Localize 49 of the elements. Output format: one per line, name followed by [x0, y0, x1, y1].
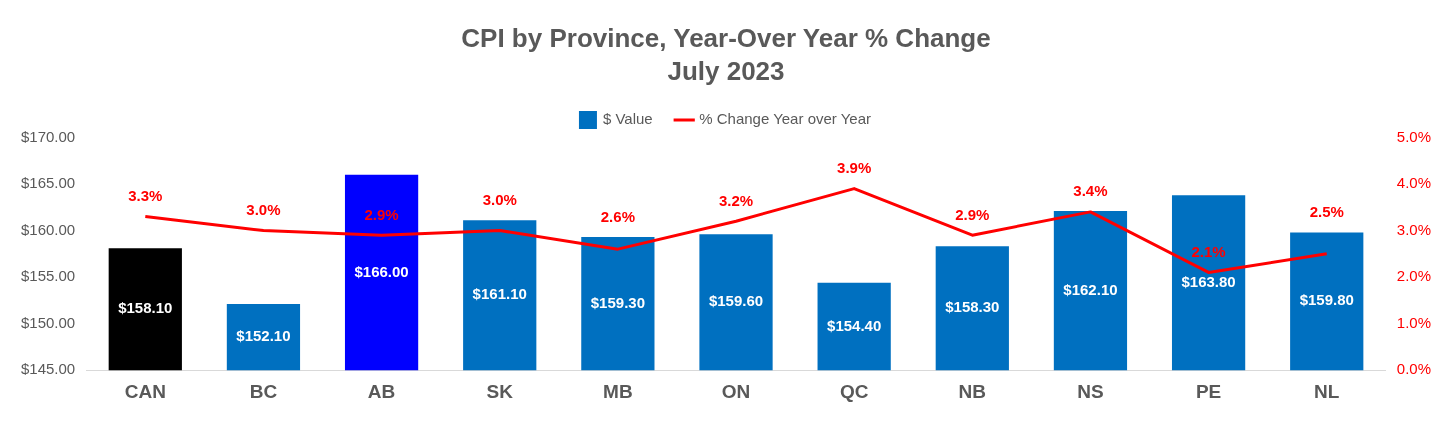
data-label: $159.60	[708, 292, 764, 310]
data-label: 2.9%	[364, 205, 399, 223]
data-label: $154.40	[827, 316, 882, 334]
x-tick-label: BC	[249, 380, 278, 402]
data-label: 3.9%	[837, 159, 872, 177]
data-label: $158.30	[945, 298, 1000, 316]
chart-subtitle: July 2023	[667, 55, 785, 86]
y-tick-label: $150.00	[20, 313, 76, 331]
x-tick-label: CAN	[124, 380, 166, 402]
data-label: 3.4%	[1073, 181, 1108, 199]
data-label: 3.0%	[482, 190, 517, 208]
y2-tick-label: 1.0%	[1396, 313, 1432, 331]
x-tick-label: NL	[1314, 380, 1340, 402]
data-label: 2.9%	[955, 205, 990, 223]
x-tick-label: PE	[1195, 380, 1222, 402]
data-label: $159.30	[590, 293, 645, 311]
y-tick-label: $155.00	[20, 267, 76, 285]
data-label: $159.80	[1299, 291, 1354, 309]
data-label: 2.6%	[600, 207, 635, 225]
data-label: $162.10	[1063, 280, 1118, 298]
data-label: 3.3%	[128, 187, 163, 205]
x-tick-label: NS	[1077, 380, 1104, 402]
x-tick-label: NB	[958, 380, 987, 402]
x-tick-label: ON	[721, 380, 751, 402]
data-label: 3.0%	[246, 201, 281, 219]
data-label: 2.5%	[1309, 203, 1344, 221]
x-tick-label: AB	[367, 380, 396, 402]
data-label: $158.10	[118, 299, 173, 317]
y2-tick-label: 3.0%	[1396, 220, 1432, 238]
y-tick-label: $160.00	[20, 220, 76, 238]
x-tick-label: MB	[603, 380, 633, 402]
y-tick-label: $145.00	[20, 360, 76, 378]
data-label: $166.00	[354, 262, 409, 280]
y2-tick-label: 0.0%	[1396, 360, 1432, 378]
y-tick-label: $165.00	[20, 174, 76, 192]
y2-tick-label: 4.0%	[1396, 174, 1432, 192]
data-label: 3.2%	[718, 191, 754, 209]
data-label: $163.80	[1181, 272, 1236, 290]
x-tick-label: QC	[839, 380, 869, 402]
data-label: $161.10	[472, 285, 527, 303]
data-label: $152.10	[236, 327, 291, 345]
chart-title: CPI by Province, Year-Over Year % Change	[461, 22, 991, 53]
legend-label: $ Value	[602, 110, 653, 128]
legend-label: % Change Year over Year	[699, 110, 872, 128]
y2-tick-label: 5.0%	[1396, 127, 1432, 145]
y2-tick-label: 2.0%	[1396, 267, 1432, 285]
x-tick-label: SK	[486, 380, 514, 402]
data-label: 2.1%	[1191, 243, 1226, 261]
y-tick-label: $170.00	[20, 127, 76, 145]
